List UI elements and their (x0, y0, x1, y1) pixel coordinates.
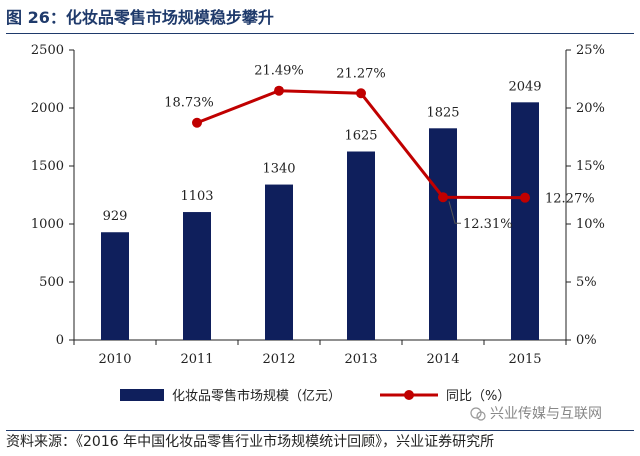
right-axis-tick-label: 15% (576, 159, 605, 174)
data-labels: 929 1103 1340 1625 1825 2049 18.73% 21.49% 21.27… (103, 64, 595, 232)
left-axis-tick-label: 2500 (31, 43, 64, 58)
bar-value-label: 1625 (344, 129, 377, 144)
bar-value-label: 1103 (180, 189, 213, 204)
bar-value-label: 929 (103, 209, 128, 224)
line-value-label: 21.49% (254, 64, 304, 79)
right-axis-tick-label: 10% (576, 217, 605, 232)
source-divider (6, 430, 634, 431)
line-value-label: 12.27% (545, 192, 595, 207)
x-axis-tick-label: 2015 (508, 352, 541, 367)
chart-axes: 0 500 1000 1500 2000 2500 0% 5% 10% 15% 20% 25% 2010… (31, 43, 605, 367)
legend-line-marker (404, 390, 414, 400)
bar-series (101, 102, 539, 340)
x-axis-tick-label: 2010 (98, 352, 131, 367)
watermark: 兴业传媒与互联网 (470, 404, 602, 424)
wechat-icon (470, 407, 486, 421)
line-value-label: 18.73% (164, 96, 214, 111)
line-series (192, 85, 530, 203)
bar (265, 184, 293, 340)
left-axis-tick-label: 2000 (31, 101, 64, 116)
x-axis-tick-label: 2013 (344, 352, 377, 367)
watermark-text: 兴业传媒与互联网 (490, 406, 602, 422)
bar (101, 232, 129, 340)
bar (429, 128, 457, 340)
bar (183, 212, 211, 340)
bar-value-label: 1825 (426, 105, 459, 120)
x-axis-tick-label: 2011 (180, 352, 213, 367)
growth-point (520, 192, 530, 203)
right-axis-tick-label: 5% (576, 275, 597, 290)
line-value-label: 12.31% (463, 217, 513, 232)
legend-bar-swatch (120, 389, 164, 401)
right-axis-tick-label: 20% (576, 101, 605, 116)
chart-legend: 化妆品零售市场规模（亿元） 同比（%） (120, 388, 510, 404)
growth-point (192, 117, 202, 128)
figure-title: 图 26：化妆品零售市场规模稳步攀升 (6, 8, 274, 27)
bar-value-label: 1340 (262, 162, 295, 177)
left-axis-tick-label: 500 (39, 275, 64, 290)
growth-point (274, 85, 284, 96)
bar (511, 102, 539, 340)
right-axis-tick-label: 0% (576, 333, 597, 348)
right-axis-tick-label: 25% (576, 43, 605, 58)
bar-value-label: 2049 (508, 79, 541, 94)
title-divider (6, 33, 634, 34)
line-label-leader (448, 201, 461, 224)
left-axis-tick-label: 1000 (31, 217, 64, 232)
growth-point (438, 192, 448, 203)
growth-point (356, 88, 366, 99)
source-note: 资料来源：《2016 年中国化妆品零售行业市场规模统计回顾》，兴业证券研究所 (6, 434, 495, 450)
left-axis-tick-label: 0 (56, 333, 64, 348)
line-value-label: 21.27% (336, 66, 386, 81)
x-axis-tick-label: 2012 (262, 352, 295, 367)
left-axis-tick-label: 1500 (31, 159, 64, 174)
bar (347, 151, 375, 340)
legend-line-label: 同比（%） (446, 389, 510, 404)
x-axis-tick-label: 2014 (426, 352, 459, 367)
legend-bar-label: 化妆品零售市场规模（亿元） (172, 388, 341, 404)
